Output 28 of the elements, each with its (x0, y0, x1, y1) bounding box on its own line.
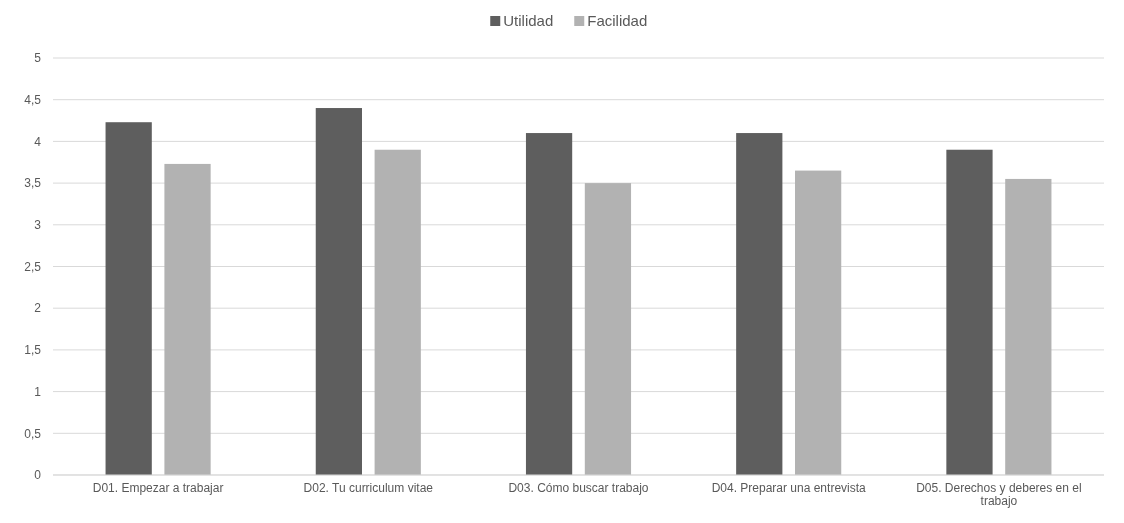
x-tick-label: D04. Preparar una entrevista (711, 481, 867, 495)
bar (525, 133, 573, 475)
y-tick-label: 4 (34, 134, 42, 149)
bar (105, 122, 152, 475)
x-tick-label: D03. Cómo buscar trabajo (508, 481, 649, 495)
y-tick-label: 5 (34, 51, 42, 66)
bar (374, 149, 421, 475)
y-tick-label: 3 (34, 218, 42, 232)
y-tick-label: 2,5 (24, 259, 42, 274)
bar (795, 170, 842, 475)
legend-label: Facilidad (587, 12, 648, 29)
y-tick-label: 1,5 (24, 343, 42, 358)
y-tick-label: 3,5 (24, 176, 42, 191)
bar (946, 149, 993, 475)
x-tick-label: D01. Empezar a trabajar (92, 481, 224, 495)
legend-label: Utilidad (503, 12, 554, 29)
bar (584, 183, 632, 475)
x-tick-label: D02. Tu curriculum vitae (303, 481, 434, 495)
y-tick-label: 1 (34, 384, 42, 399)
bar (736, 133, 783, 475)
y-tick-label: 4,5 (24, 92, 42, 107)
y-tick-label: 0 (34, 468, 42, 483)
bar (164, 163, 211, 475)
y-tick-label: 2 (34, 301, 42, 316)
bar (315, 108, 362, 475)
y-tick-label: 0,5 (24, 426, 42, 441)
bar (1005, 178, 1052, 475)
x-tick-label: D05. Derechos y deberes en el trabajo (916, 481, 1082, 508)
